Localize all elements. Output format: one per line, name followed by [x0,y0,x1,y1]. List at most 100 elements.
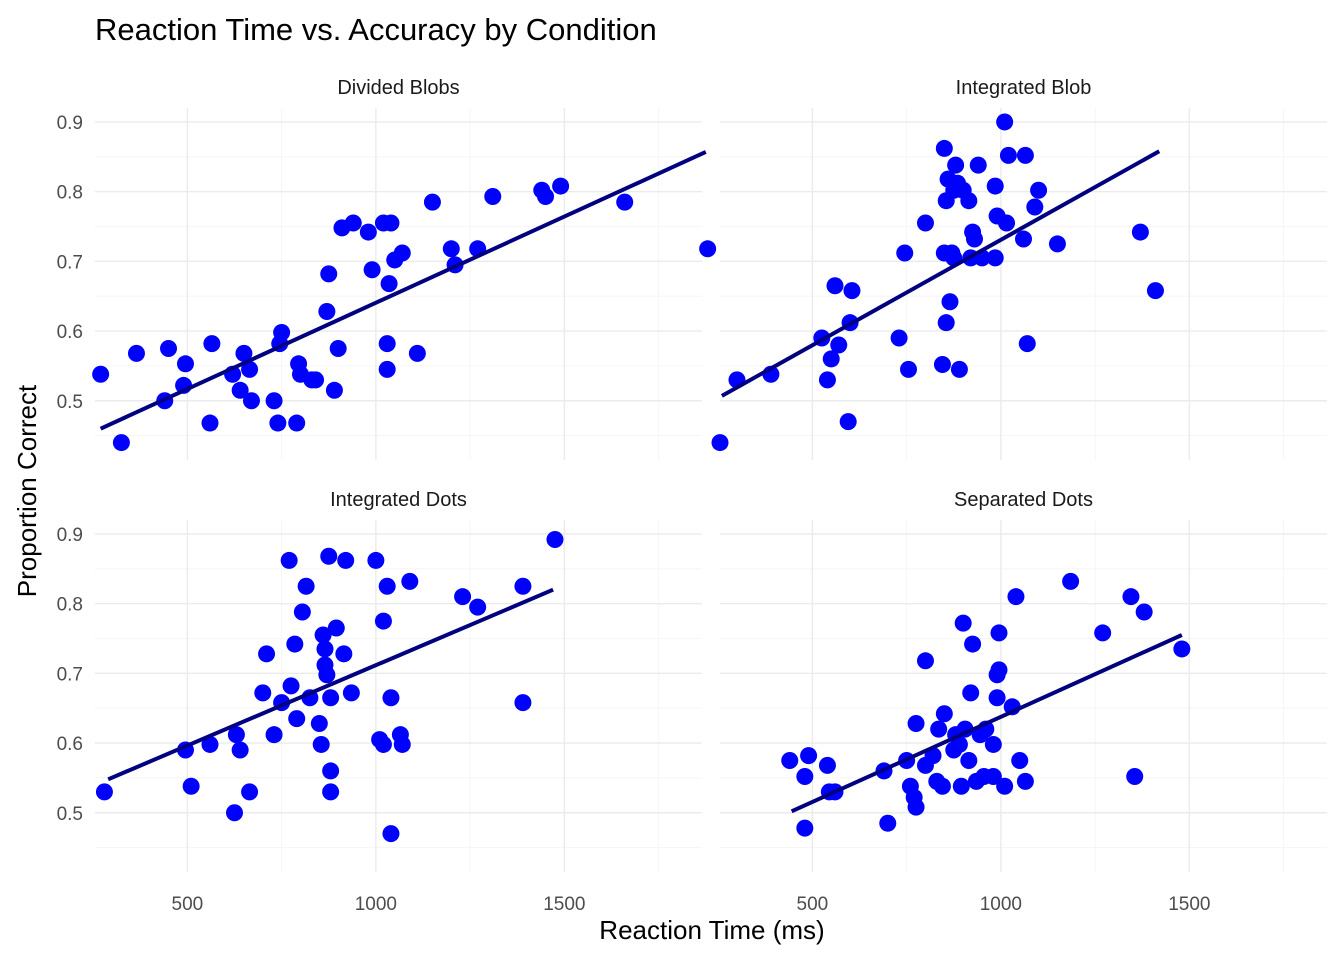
data-point [382,214,400,232]
data-point [984,735,1002,753]
data-point [363,261,381,279]
data-point [320,265,338,283]
data-point [514,694,532,712]
data-point [469,598,487,616]
data-point [320,547,338,565]
data-point [265,726,283,744]
x-axis-label: Reaction Time (ms) [599,915,824,945]
data-point [367,551,385,569]
data-point [826,277,844,295]
data-point [986,177,1004,195]
panel-separated-dots: Separated Dots 500 1000 1500 [720,489,1327,915]
data-point [969,156,987,174]
data-point [225,804,243,822]
data-point [960,192,978,210]
data-point [988,689,1006,707]
data-point [839,413,857,431]
data-point [258,645,276,663]
data-point [176,355,194,373]
data-point [954,614,972,632]
data-point [231,381,249,399]
data-point [307,371,325,389]
data-point [318,666,336,684]
data-point [962,684,980,702]
data-point [327,619,345,637]
data-point [941,293,959,311]
data-point [342,684,360,702]
data-point [999,146,1017,164]
panel-divided-blobs: Divided Blobs 0.5 0.6 0.7 0.8 0.9 [57,77,717,460]
data-point [937,314,955,332]
data-point [1015,230,1032,248]
data-point [1026,198,1044,216]
data-point [203,335,221,353]
data-point [316,640,334,658]
data-point [322,783,340,801]
panel-integrated-blob: Integrated Blob [711,77,1327,460]
data-point [990,624,1008,642]
data-point [282,677,300,695]
x-tick-label: 1500 [543,894,585,915]
data-point [297,577,315,595]
data-point [254,684,272,702]
data-point [242,392,260,410]
chart-title: Reaction Time vs. Accuracy by Condition [95,12,657,47]
data-point [182,777,200,795]
data-point [546,531,564,549]
data-point [1016,772,1034,790]
data-point [318,303,336,321]
data-point [322,689,340,707]
data-point [1007,588,1025,606]
y-tick-label: 0.5 [57,392,83,413]
data-point [374,612,392,630]
data-point [273,323,291,341]
data-point [1135,603,1153,621]
data-point [1048,235,1066,253]
data-point [312,735,330,753]
data-point [286,635,304,653]
data-point [907,715,925,733]
y-tick-label: 0.8 [57,595,83,616]
panel-title: Divided Blobs [337,77,459,99]
data-point [127,344,145,362]
data-point [879,814,897,832]
data-point [950,360,968,378]
data-point [201,414,219,432]
y-tick-label: 0.6 [57,322,83,343]
data-point [288,710,306,728]
data-point [95,783,113,801]
data-point [947,156,965,174]
data-point [984,768,1002,786]
panel-title: Separated Dots [954,489,1093,511]
data-point [344,214,362,232]
x-tick-label: 500 [797,894,829,915]
data-point [933,777,951,795]
data-point [781,751,799,769]
data-point [1094,624,1112,642]
data-point [325,381,343,399]
data-point [996,777,1014,795]
data-point [241,360,259,378]
data-point [378,360,396,378]
data-point [160,339,178,357]
data-point [359,223,377,241]
data-point [280,551,298,569]
data-point [822,350,840,368]
panel-integrated-dots: Integrated Dots 0.5 0.6 0.7 0.8 0.9 500 1000 150… [57,489,702,915]
data-point [964,635,982,653]
data-point [552,177,570,195]
y-tick-label: 0.8 [57,183,83,204]
x-tick-label: 1500 [1168,894,1210,915]
facet-panels: Divided Blobs 0.5 0.6 0.7 0.8 0.9 Integrated B… [57,77,1327,915]
data-point [1030,181,1048,199]
regression-line [790,633,1183,814]
data-point [1131,223,1149,241]
data-point [265,392,283,410]
data-point [930,720,948,738]
data-point [935,139,953,157]
data-point [616,193,634,211]
data-point [112,434,130,452]
data-point [201,735,219,753]
panel-title: Integrated Blob [956,77,1092,99]
x-tick-label: 1000 [355,894,397,915]
